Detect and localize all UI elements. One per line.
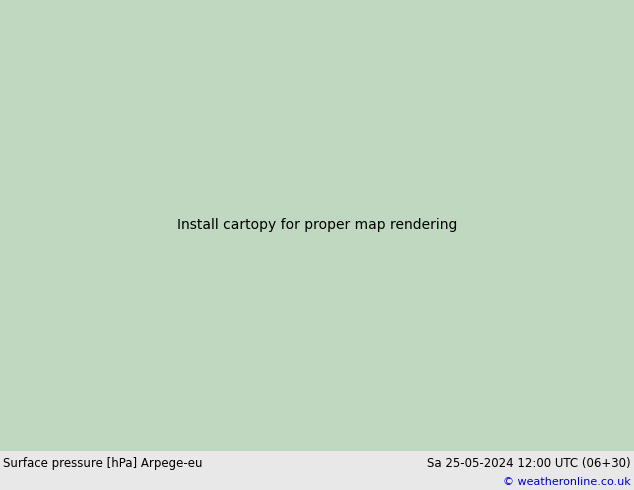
Text: Surface pressure [hPa] Arpege-eu: Surface pressure [hPa] Arpege-eu bbox=[3, 457, 202, 470]
Text: Install cartopy for proper map rendering: Install cartopy for proper map rendering bbox=[177, 219, 457, 232]
Text: © weatheronline.co.uk: © weatheronline.co.uk bbox=[503, 477, 631, 487]
Text: Sa 25-05-2024 12:00 UTC (06+30): Sa 25-05-2024 12:00 UTC (06+30) bbox=[427, 457, 631, 470]
